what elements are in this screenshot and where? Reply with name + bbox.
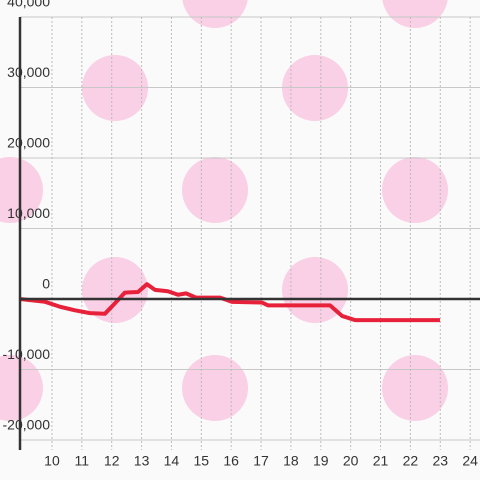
y-tick-label: 30,000 xyxy=(7,64,50,80)
x-tick-label: 15 xyxy=(194,453,210,469)
y-tick-label: 40,000 xyxy=(7,0,50,10)
watermark xyxy=(0,0,448,421)
x-tick-label: 17 xyxy=(253,453,269,469)
x-tick-label: 10 xyxy=(44,453,60,469)
y-tick-label: 0 xyxy=(42,276,50,292)
y-tick-label: 10,000 xyxy=(7,205,50,221)
x-tick-label: 23 xyxy=(432,453,448,469)
x-tick-label: 11 xyxy=(75,453,90,469)
y-tick-label: 20,000 xyxy=(7,135,50,151)
x-tick-label: 13 xyxy=(134,453,150,469)
y-tick-label: -10,000 xyxy=(3,346,51,362)
x-tick-label: 19 xyxy=(313,453,329,469)
data-line xyxy=(19,282,440,323)
x-tick-label: 16 xyxy=(223,453,239,469)
y-tick-label: -20,000 xyxy=(3,417,51,433)
x-tick-label: 22 xyxy=(403,453,419,469)
x-tick-label: 20 xyxy=(343,453,359,469)
x-tick-label: 24 xyxy=(462,453,478,469)
x-tick-label: 21 xyxy=(373,453,389,469)
x-tick-label: 14 xyxy=(164,453,180,469)
x-tick-label: 18 xyxy=(283,453,299,469)
x-tick-label: 12 xyxy=(104,453,120,469)
